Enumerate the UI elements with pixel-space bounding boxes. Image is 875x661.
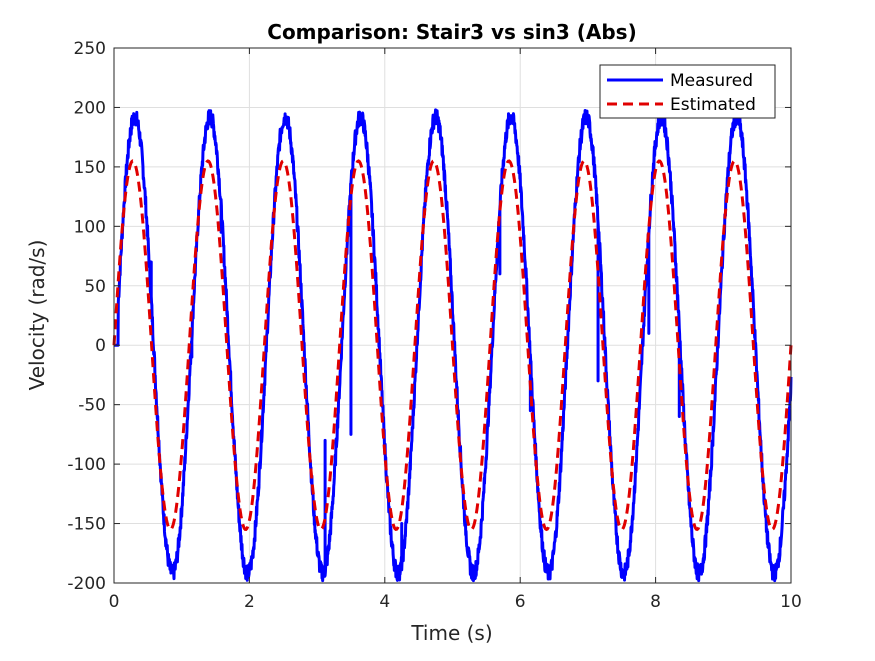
x-tick-label: 8 bbox=[650, 592, 661, 612]
axes-frame bbox=[113, 47, 792, 584]
series-measured-line bbox=[112, 108, 793, 583]
tick-layer: 0 2 4 6 8 10 -200 -150 -100 -50 0 50 100 150 200 250 bbox=[67, 39, 801, 612]
y-tick-label: 50 bbox=[84, 277, 106, 297]
x-axis-label: Time (s) bbox=[410, 621, 492, 645]
y-tick-label: -50 bbox=[78, 396, 106, 416]
y-axis-label: Velocity (rad/s) bbox=[25, 240, 49, 391]
x-tick-label: 10 bbox=[780, 592, 802, 612]
legend-box bbox=[599, 64, 776, 119]
legend: Measured Estimated bbox=[599, 64, 776, 119]
x-tick-label: 6 bbox=[515, 592, 526, 612]
x-tick-label: 2 bbox=[244, 592, 255, 612]
y-tick-label: -200 bbox=[67, 574, 106, 594]
legend-label-estimated: Estimated bbox=[670, 95, 756, 115]
y-tick-label: 200 bbox=[74, 98, 106, 118]
series-layer bbox=[112, 108, 793, 583]
y-tick-label: -100 bbox=[67, 455, 106, 475]
y-tick-label: 250 bbox=[74, 39, 106, 59]
y-tick-label: -150 bbox=[67, 515, 106, 535]
x-tick-label: 0 bbox=[109, 592, 120, 612]
series-estimated-line bbox=[112, 159, 793, 532]
y-tick-label: 0 bbox=[95, 336, 106, 356]
chart-title: Comparison: Stair3 vs sin3 (Abs) bbox=[267, 20, 636, 44]
y-tick-label: 100 bbox=[74, 217, 106, 237]
y-tick-label: 150 bbox=[74, 158, 106, 178]
x-tick-label: 4 bbox=[379, 592, 390, 612]
legend-label-measured: Measured bbox=[670, 71, 753, 91]
